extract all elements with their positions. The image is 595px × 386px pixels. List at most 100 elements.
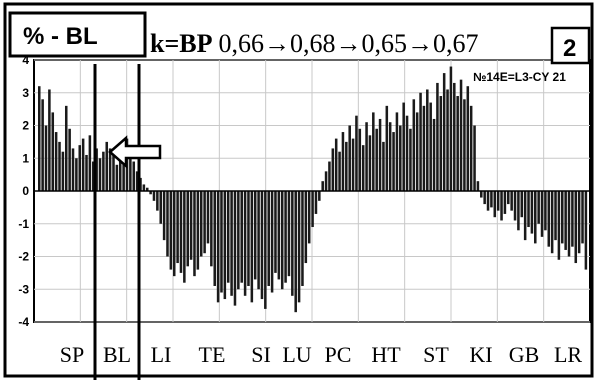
bar [240, 191, 243, 283]
bar [230, 191, 233, 296]
y-tick-label: 2 [22, 119, 29, 133]
bar [122, 151, 125, 191]
bar [71, 148, 75, 191]
bar [51, 112, 55, 191]
bar [142, 184, 146, 191]
bar [567, 191, 571, 257]
bar [561, 191, 564, 244]
bar [247, 191, 250, 286]
bar [280, 191, 284, 290]
bar [375, 128, 378, 191]
bar [233, 191, 237, 306]
bar [469, 105, 473, 191]
bar [41, 99, 44, 191]
category-label: PC [325, 342, 352, 367]
k-sequence: 0,66→0,68→0,65→0,67 [219, 29, 479, 58]
bar [429, 102, 432, 191]
bar [274, 191, 277, 273]
bar [176, 191, 179, 264]
bar [341, 132, 345, 191]
bar [318, 191, 321, 201]
bar [166, 191, 169, 257]
bar [584, 191, 588, 270]
sensor-code: №14E=L3-CY 21 [473, 70, 566, 84]
bar [145, 187, 149, 191]
bar [179, 191, 183, 273]
bar [554, 191, 557, 241]
bar [415, 112, 419, 191]
bar [402, 102, 405, 191]
bar [328, 161, 331, 191]
bar [196, 191, 200, 270]
bar [446, 89, 449, 191]
bar [544, 191, 547, 231]
bar [466, 86, 470, 191]
bar [581, 191, 584, 244]
bar [577, 191, 581, 254]
y-tick-label: 0 [22, 184, 29, 198]
label-box [8, 11, 147, 58]
category-label: LR [554, 342, 582, 367]
bar [253, 191, 257, 280]
bar [149, 191, 152, 195]
y-tick-label: -1 [18, 217, 29, 231]
category-label: ST [423, 342, 449, 367]
bar [530, 191, 534, 234]
bar [436, 82, 439, 191]
bar [476, 181, 480, 191]
bar [456, 96, 459, 191]
bar [510, 191, 513, 211]
bar [513, 191, 517, 221]
bar [64, 105, 68, 191]
bar [426, 89, 429, 191]
bar [324, 171, 328, 191]
bar [264, 191, 267, 309]
bar [183, 191, 186, 283]
k-prefix: k=BP [150, 29, 213, 58]
y-tick-label: 1 [22, 151, 29, 165]
bar [392, 132, 395, 191]
bar [95, 148, 98, 191]
y-axis-ticks: 4 3 2 1 0 -1 -2 -3 -4 [18, 53, 29, 329]
bar [260, 191, 264, 300]
bar [220, 191, 223, 293]
bar [419, 92, 422, 191]
bar [61, 151, 65, 191]
bar [351, 138, 355, 191]
bar [199, 191, 203, 257]
bar [58, 141, 61, 192]
bar [388, 122, 392, 191]
bar [453, 82, 456, 191]
bar [250, 191, 254, 303]
bar [135, 171, 139, 191]
bar [291, 191, 294, 296]
bar [517, 191, 520, 231]
bar [118, 145, 122, 191]
category-label: KI [469, 342, 492, 367]
bar [496, 191, 500, 211]
bar [355, 115, 358, 191]
bar [193, 191, 196, 277]
bar [395, 112, 399, 191]
bar [75, 158, 78, 191]
bar [162, 191, 166, 241]
bar [129, 148, 132, 191]
y-tick-label: 3 [22, 86, 29, 100]
bar [203, 191, 206, 254]
bar [243, 191, 247, 296]
bar [331, 148, 335, 191]
bar [216, 191, 220, 303]
bar [294, 191, 297, 313]
bar [432, 118, 436, 191]
bar [186, 191, 189, 267]
category-label: HT [371, 342, 401, 367]
bar [449, 66, 453, 191]
bar [132, 161, 136, 191]
category-label: LU [282, 342, 311, 367]
bar [112, 154, 115, 191]
bar [409, 128, 412, 191]
bar [361, 145, 365, 191]
bar [486, 191, 490, 211]
bar [493, 191, 497, 218]
bar [169, 191, 173, 270]
